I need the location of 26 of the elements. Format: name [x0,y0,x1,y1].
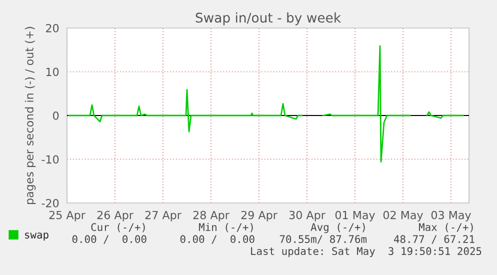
x-tick-label: 29 Apr [241,210,278,222]
x-tick-label: 30 Apr [289,210,326,222]
text: Last update: Sat May 3 19:50:51 2025 [251,246,482,258]
text: Avg (-/+) [310,222,365,234]
text: 48.77 / 67.21 [394,235,474,244]
chart-title: Swap in/out - by week [196,12,342,26]
y-axis-title: pages per second in (-) / out (+) [24,26,36,204]
x-tick-label: 26 Apr [97,210,134,222]
y-tick-label: 0 [53,111,59,120]
y-tick-label: 20 [46,24,59,32]
x-tick-label: 27 Apr [145,210,182,222]
x-tick-label: 03 May [431,210,471,222]
y-tick-label: -10 [42,155,59,164]
text: 70.55m/ 87.76m [280,235,367,244]
y-tick-label: -20 [42,198,59,208]
x-tick-label: 02 May [383,210,423,222]
text: Cur (-/+) [91,223,145,232]
text: 0.00 / 0.00 [72,235,146,244]
y-tick-label: 10 [46,68,59,76]
text: 0.00 / 0.00 [180,235,254,244]
legend-label: swap [25,232,48,241]
text: Min (-/+) [198,222,253,232]
x-tick-label: 28 Apr [193,210,230,222]
text: Max (-/+) [418,223,473,232]
x-tick-label: 25 Apr [49,210,86,222]
x-tick-label: 01 May [335,210,375,222]
